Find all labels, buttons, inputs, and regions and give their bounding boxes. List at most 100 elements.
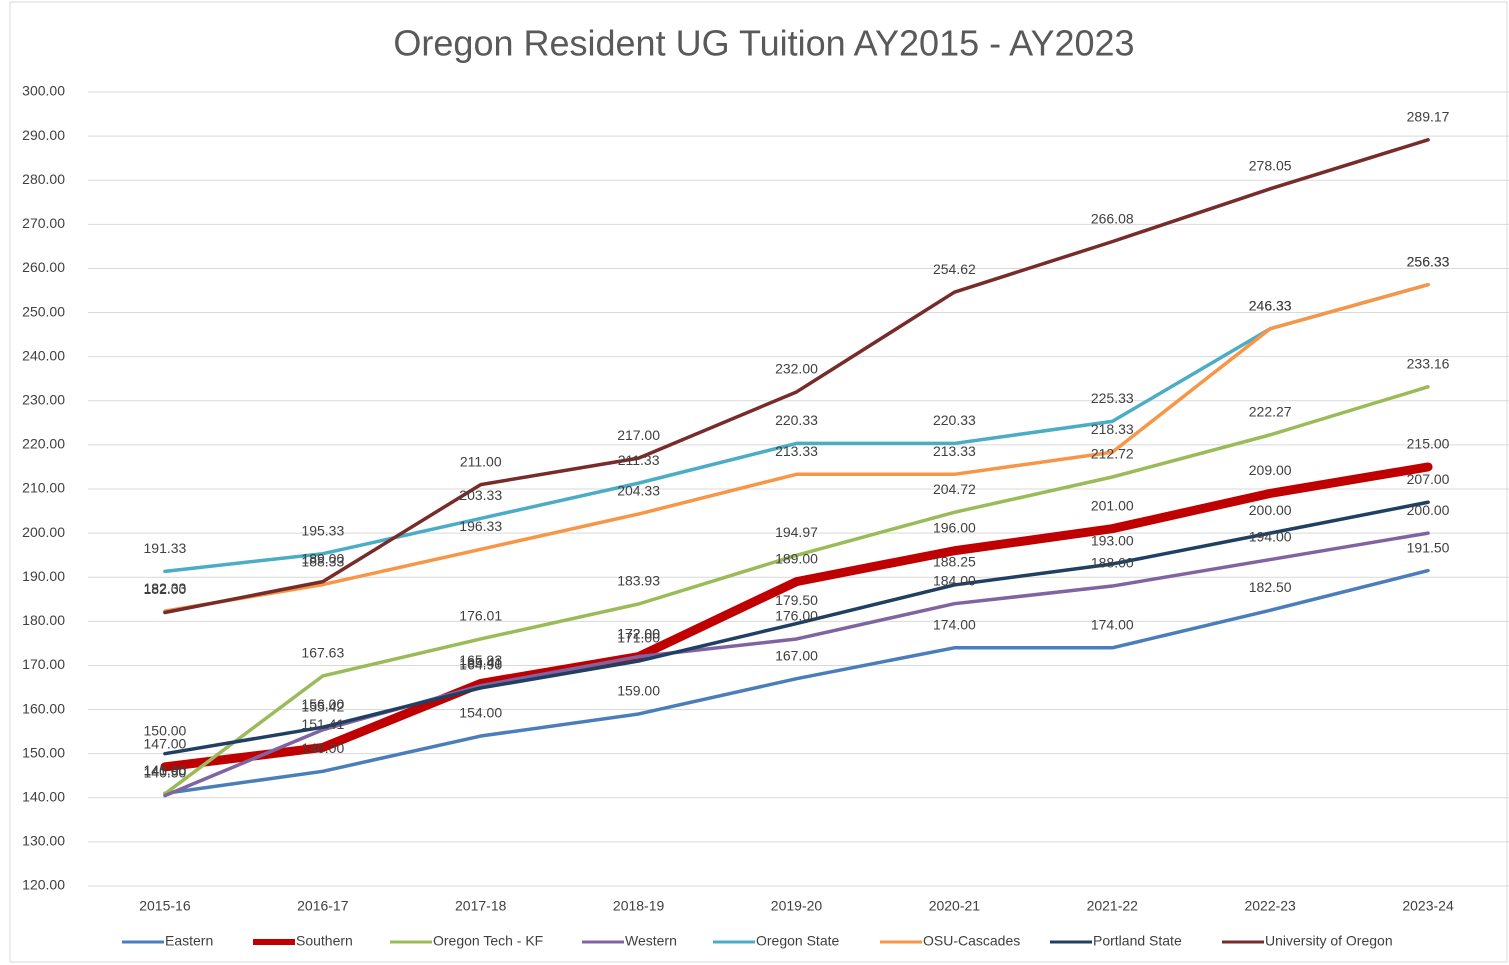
data-label: 156.00 (301, 696, 344, 712)
data-label: 213.33 (775, 443, 818, 459)
data-label: 200.00 (1407, 502, 1450, 518)
data-label: 165.41 (459, 654, 502, 670)
y-tick-label: 160.00 (22, 700, 65, 716)
data-label: 220.33 (933, 412, 976, 428)
data-label: 225.33 (1091, 390, 1134, 406)
data-label: 201.00 (1091, 497, 1134, 513)
series-line (163, 282, 1430, 613)
data-label: 196.00 (933, 519, 976, 535)
data-label: 167.63 (301, 645, 344, 661)
data-label: 155.42 (301, 698, 344, 714)
data-label: 184.00 (933, 572, 976, 588)
legend-label: Portland State (1093, 933, 1182, 949)
series-line (163, 500, 1430, 756)
y-tick-label: 180.00 (22, 612, 65, 628)
series-line (163, 385, 1430, 796)
data-label: 194.00 (1249, 528, 1292, 544)
data-label: 146.00 (301, 740, 344, 756)
data-label: 182.00 (144, 581, 187, 597)
data-label: 196.33 (459, 518, 502, 534)
data-label: 218.33 (1091, 421, 1134, 437)
data-label: 174.00 (933, 617, 976, 633)
data-label: 213.33 (933, 443, 976, 459)
data-label: 171.00 (617, 630, 660, 646)
series-line (160, 462, 1433, 772)
data-label: 246.33 (1249, 297, 1292, 313)
y-tick-label: 170.00 (22, 656, 65, 672)
data-label: 204.33 (617, 483, 660, 499)
data-label: 256.33 (1407, 253, 1450, 269)
data-label: 266.08 (1091, 210, 1134, 226)
data-label: 188.25 (933, 554, 976, 570)
data-label: 232.00 (775, 361, 818, 377)
data-label: 167.00 (775, 647, 818, 663)
y-tick-label: 200.00 (22, 524, 65, 540)
data-label: 193.00 (1091, 533, 1134, 549)
data-label: 176.01 (459, 608, 502, 624)
x-tick-label: 2015-16 (139, 898, 191, 914)
data-label: 174.00 (1091, 617, 1134, 633)
data-label: 204.72 (933, 481, 976, 497)
y-tick-label: 240.00 (22, 347, 65, 363)
series-line (163, 138, 1430, 615)
legend-label: Western (625, 933, 677, 949)
y-tick-label: 290.00 (22, 127, 65, 143)
data-label: 195.33 (301, 522, 344, 538)
chart-frame (9, 1, 1508, 963)
data-label: 172.00 (617, 625, 660, 641)
data-label: 151.41 (301, 716, 344, 732)
data-label: 278.05 (1249, 158, 1292, 174)
y-tick-label: 130.00 (22, 833, 65, 849)
data-label: 217.00 (617, 427, 660, 443)
data-label: 189.00 (775, 550, 818, 566)
data-label: 191.50 (1407, 539, 1450, 555)
y-tick-label: 190.00 (22, 568, 65, 584)
x-tick-label: 2023-24 (1402, 898, 1454, 914)
data-label: 215.00 (1407, 436, 1450, 452)
legend-label: Oregon Tech - KF (433, 933, 543, 949)
data-label: 212.72 (1091, 446, 1134, 462)
y-tick-label: 140.00 (22, 788, 65, 804)
data-label: 194.97 (775, 524, 818, 540)
data-label: 150.00 (144, 722, 187, 738)
data-label: 189.00 (301, 550, 344, 566)
data-label: 246.33 (1249, 297, 1292, 313)
data-label: 209.00 (1249, 462, 1292, 478)
data-label: 188.00 (1091, 555, 1134, 571)
data-label: 154.00 (459, 705, 502, 721)
y-tick-label: 120.00 (22, 877, 65, 893)
data-label: 188.33 (301, 553, 344, 569)
y-tick-label: 230.00 (22, 391, 65, 407)
x-tick-label: 2022-23 (1244, 898, 1296, 914)
data-label: 164.90 (459, 657, 502, 673)
data-label: 159.00 (617, 683, 660, 699)
legend-label: Southern (296, 933, 353, 949)
x-tick-label: 2021-22 (1087, 898, 1139, 914)
data-label: 207.00 (1407, 471, 1450, 487)
data-label: 172.00 (617, 625, 660, 641)
y-tick-label: 210.00 (22, 480, 65, 496)
data-label: 289.17 (1407, 108, 1450, 124)
data-label: 140.50 (144, 764, 187, 780)
data-label: 211.00 (460, 453, 502, 469)
data-label: 200.00 (1249, 502, 1292, 518)
y-tick-label: 150.00 (22, 744, 65, 760)
data-label: 147.00 (144, 736, 187, 752)
y-tick-label: 270.00 (22, 215, 65, 231)
y-tick-label: 300.00 (22, 83, 65, 99)
data-label: 183.93 (617, 573, 660, 589)
data-label: 141.00 (144, 762, 187, 778)
data-label: 191.33 (144, 540, 187, 556)
x-tick-label: 2017-18 (455, 898, 507, 914)
data-label: 182.50 (1249, 579, 1292, 595)
data-label: 220.33 (775, 412, 818, 428)
x-tick-label: 2018-19 (613, 898, 665, 914)
data-label: 256.33 (1407, 253, 1450, 269)
data-label: 254.62 (933, 261, 976, 277)
x-tick-label: 2016-17 (297, 898, 349, 914)
data-label: 179.50 (775, 592, 818, 608)
x-tick-label: 2019-20 (771, 898, 823, 914)
data-label: 165.93 (459, 652, 502, 668)
legend-label: Eastern (165, 933, 213, 949)
series-line (163, 282, 1430, 574)
